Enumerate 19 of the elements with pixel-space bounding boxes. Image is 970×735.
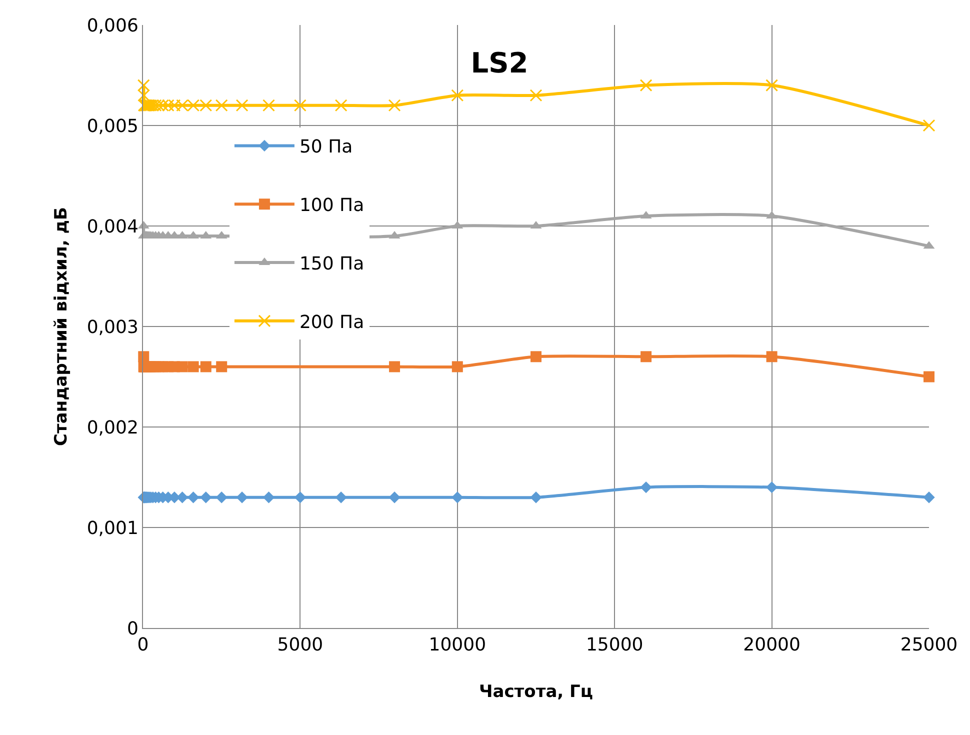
y-tick-label: 0,001 — [86, 518, 138, 539]
x-tick-label: 20000 — [743, 634, 800, 656]
x-tick-label: 25000 — [900, 634, 958, 656]
legend-label: 150 Па — [299, 254, 364, 275]
text: LS2 — [470, 46, 528, 80]
y-tick-label: 0,004 — [86, 216, 138, 238]
x-tick-label: 10000 — [428, 634, 486, 656]
y-tick-label: 0,005 — [86, 116, 138, 137]
y-tick-label: 0,003 — [86, 316, 138, 338]
y-axis-title: Стандартний відхил, дБ — [51, 207, 72, 446]
legend-label: 50 Па — [299, 136, 353, 158]
x-axis-title: Частота, Гц — [479, 682, 593, 702]
x-tick-label: 5000 — [277, 634, 324, 656]
y-tick-label: 0,002 — [86, 417, 138, 438]
legend-label: 100 Па — [299, 195, 364, 216]
y-tick-label: 0,006 — [86, 15, 138, 36]
legend-label: 200 Па — [299, 312, 364, 333]
y-tick-label: 0 — [126, 618, 138, 640]
x-tick-label: 15000 — [586, 634, 644, 656]
